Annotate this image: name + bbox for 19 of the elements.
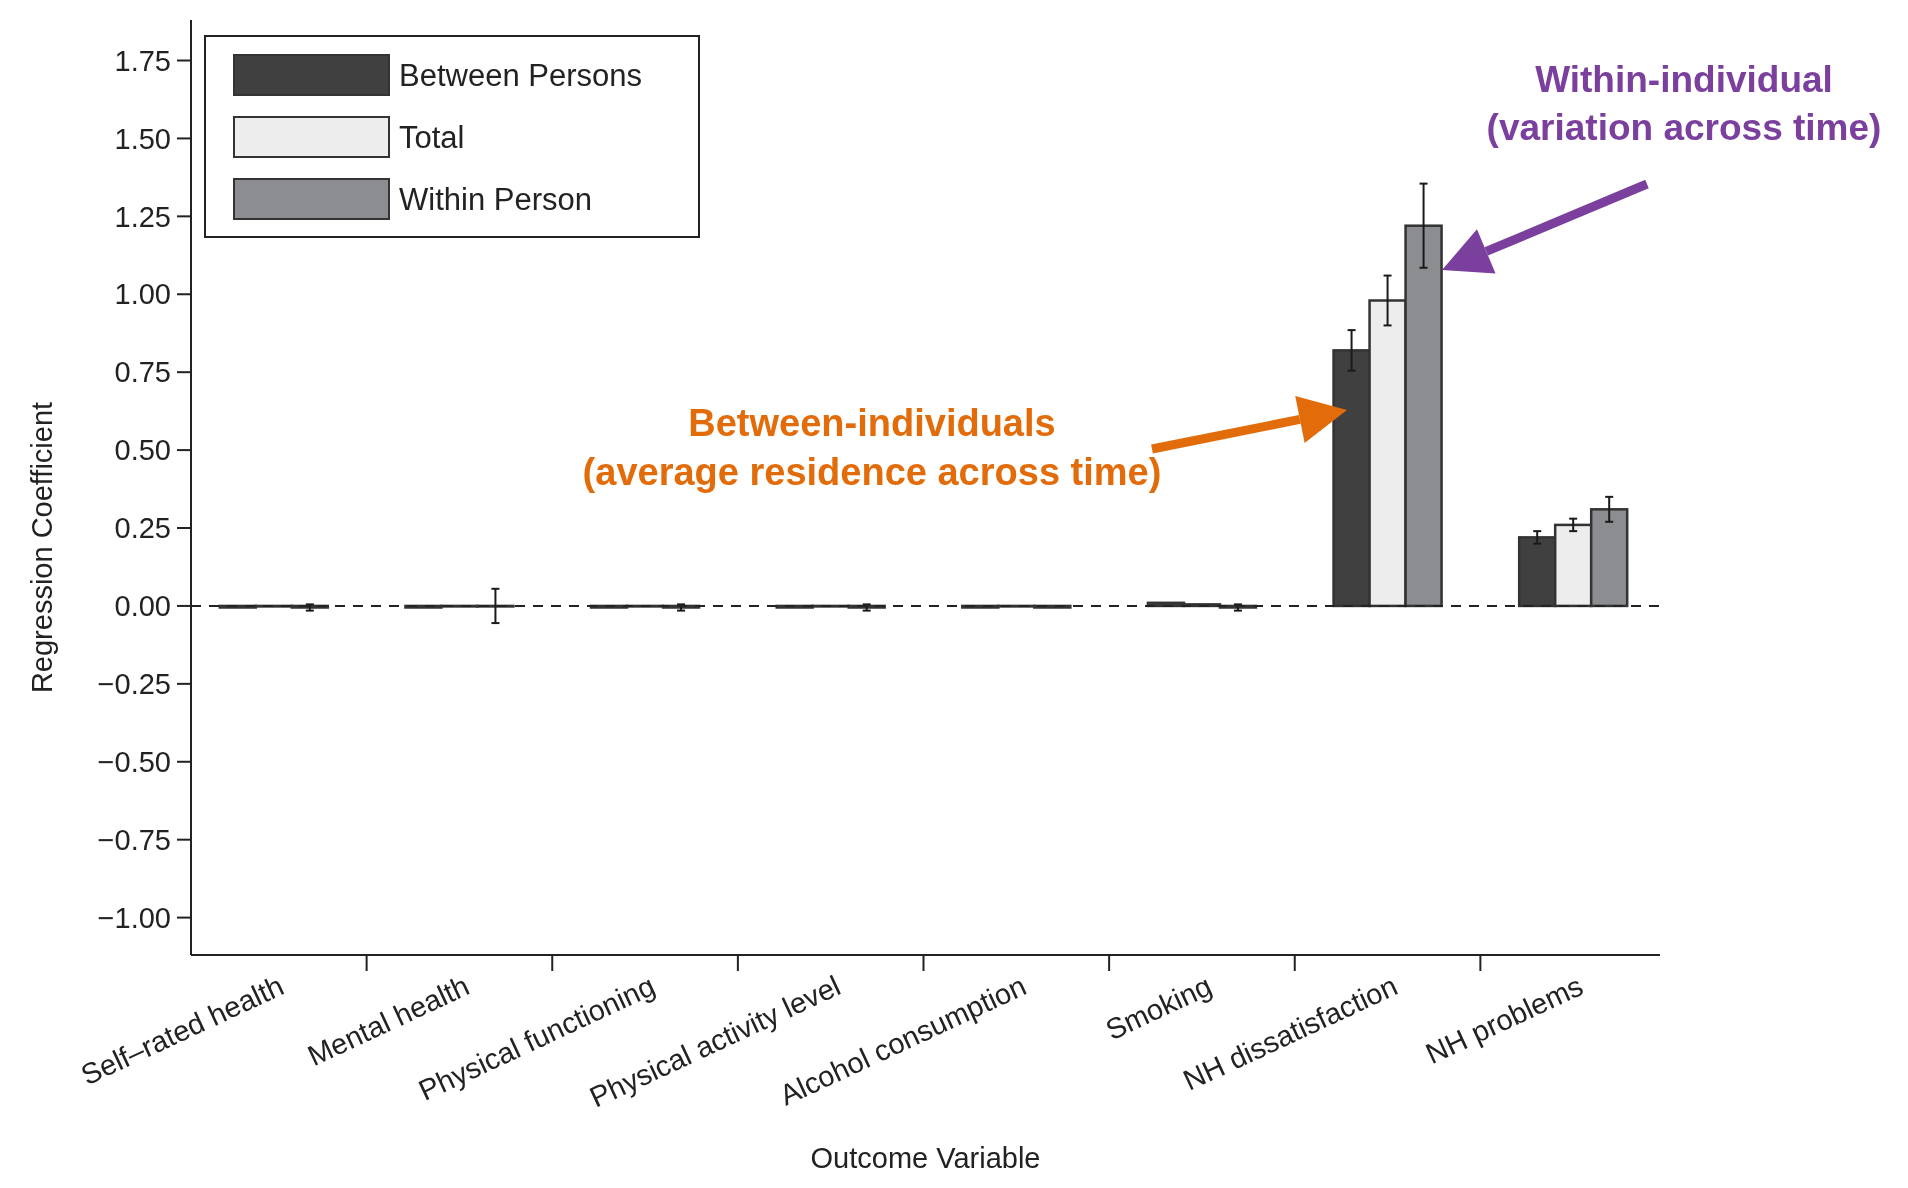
x-axis-title: Outcome Variable — [810, 1142, 1041, 1174]
y-tick-label: 1.75 — [114, 44, 171, 77]
annotation: Within-individual (variation across time) — [1486, 59, 1882, 149]
legend-label: Between Persons — [399, 57, 642, 93]
y-tick-label: 1.00 — [114, 278, 171, 311]
y-tick-label: −0.75 — [97, 823, 171, 856]
y-tick-label: 0.25 — [114, 512, 171, 545]
y-tick-label: 1.25 — [114, 200, 171, 233]
y-tick-label: −0.50 — [97, 745, 171, 778]
y-axis-title: Regression Coefficient — [26, 401, 58, 694]
y-tick-label: −1.00 — [97, 901, 171, 934]
legend-label: Within Person — [399, 181, 592, 217]
y-tick-label: 0.00 — [114, 590, 171, 623]
annotation: Between-individuals (average residence across time) — [582, 402, 1162, 494]
y-tick-label: 0.75 — [114, 356, 171, 389]
y-tick-label: 0.50 — [114, 434, 171, 467]
y-tick-label: 1.50 — [114, 122, 171, 155]
y-tick-label: −0.25 — [97, 668, 171, 700]
legend-label: Total — [399, 119, 465, 155]
